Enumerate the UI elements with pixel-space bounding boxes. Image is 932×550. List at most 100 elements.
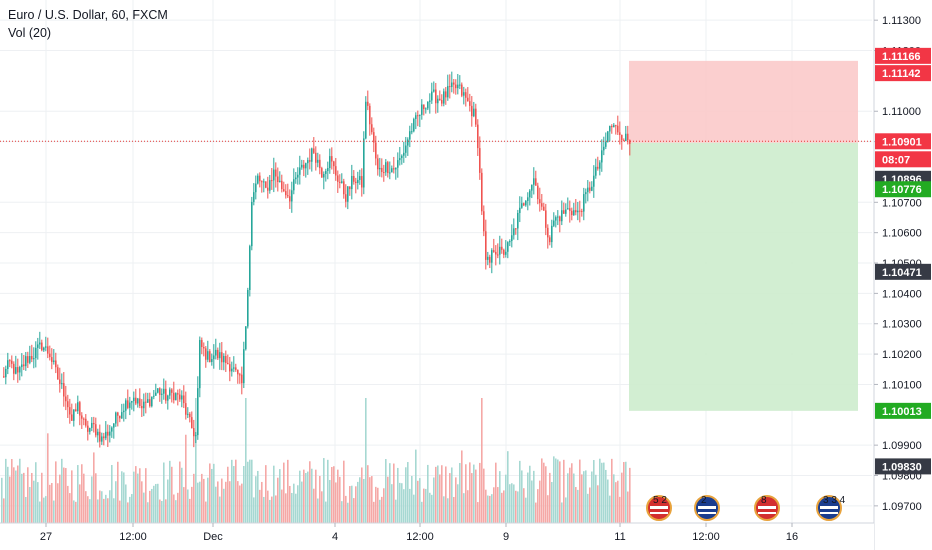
chart-legend: Euro / U.S. Dollar, 60, FXCM Vol (20) — [8, 6, 168, 42]
candle-body — [69, 407, 71, 415]
volume-bar — [335, 482, 337, 523]
candle-body — [583, 194, 585, 212]
eu-flag-icon[interactable]: 2 — [694, 495, 720, 521]
candle-body — [141, 405, 143, 409]
candle-body — [543, 206, 545, 211]
candle-body — [483, 211, 485, 232]
candle-body — [133, 397, 135, 402]
volume-bar — [103, 498, 105, 523]
candle-body — [385, 162, 387, 173]
candle-body — [293, 179, 295, 191]
volume-bar — [107, 498, 109, 523]
volume-bar — [223, 488, 225, 523]
candle-body — [363, 138, 365, 188]
candle-body — [85, 418, 87, 426]
volume-bar — [355, 486, 357, 523]
candle-body — [423, 104, 425, 110]
candle-body — [259, 175, 261, 182]
candle-body — [365, 101, 367, 139]
candle-body — [461, 84, 463, 96]
volume-bar — [567, 473, 569, 523]
volume-bar — [17, 465, 19, 523]
volume-bar — [463, 493, 465, 523]
candlestick-series — [3, 71, 631, 448]
candle-body — [83, 418, 85, 420]
volume-bar — [459, 462, 461, 523]
short-position-tool[interactable] — [629, 60, 858, 411]
candle-body — [169, 389, 171, 396]
candle-body — [403, 152, 405, 156]
candle-body — [37, 344, 39, 348]
volume-bar — [421, 501, 423, 523]
flag-stripe — [758, 506, 776, 509]
volume-bar — [305, 473, 307, 523]
volume-bar — [617, 480, 619, 523]
candle-body — [533, 178, 535, 185]
candle-body — [201, 340, 203, 348]
volume-bar — [125, 484, 127, 523]
volume-bar — [57, 483, 59, 523]
economic-events[interactable]: 5 2 2 8 3 3 4 — [646, 495, 846, 521]
candle-body — [47, 346, 49, 354]
candle-body — [529, 190, 531, 198]
volume-bar — [325, 501, 327, 523]
volume-bar — [367, 465, 369, 523]
candle-body — [357, 179, 359, 183]
candle-body — [311, 148, 313, 162]
candle-body — [111, 427, 113, 432]
volume-bar — [315, 469, 317, 523]
candle-body — [609, 126, 611, 132]
volume-bar — [383, 488, 385, 523]
volume-bar — [215, 486, 217, 523]
volume-bar — [155, 483, 157, 523]
eu-flag-icon[interactable]: 3 3 4 — [816, 495, 846, 521]
candle-body — [399, 158, 401, 161]
volume-bar — [577, 489, 579, 523]
candle-body — [387, 162, 389, 174]
volume-bar — [555, 458, 557, 523]
us-flag-icon[interactable]: 5 2 — [646, 495, 672, 521]
candle-body — [119, 415, 121, 419]
candle-body — [309, 160, 311, 162]
volume-bar — [331, 467, 333, 523]
time-axis[interactable]: 27 12:00 Dec 4 12:00 9 11 12:00 16 — [0, 522, 874, 550]
volume-bar — [301, 481, 303, 523]
candle-body — [419, 114, 421, 116]
volume-bar — [409, 488, 411, 523]
candle-body — [601, 150, 603, 163]
volume-bar — [233, 466, 235, 523]
price-axis[interactable]: 1.113001.112001.110001.109001.107001.106… — [873, 0, 932, 550]
volume-bar — [593, 460, 595, 523]
us-flag-icon[interactable]: 8 — [754, 495, 780, 521]
candle-body — [87, 425, 89, 432]
candle-body — [571, 210, 573, 216]
candle-body — [307, 160, 309, 164]
candle-body — [73, 409, 75, 421]
candle-body — [331, 156, 333, 162]
candle-body — [503, 249, 505, 255]
volume-bar — [565, 497, 567, 523]
symbol-title[interactable]: Euro / U.S. Dollar, 60, FXCM — [8, 8, 168, 22]
candle-body — [455, 84, 457, 89]
volume-bar — [435, 466, 437, 523]
price-badge-bg — [875, 458, 931, 475]
candle-body — [179, 394, 181, 400]
volume-bar — [497, 487, 499, 523]
volume-bar — [587, 493, 589, 523]
candle-body — [231, 368, 233, 372]
candle-body — [409, 131, 411, 140]
volume-bar — [433, 477, 435, 523]
candle-body — [473, 108, 475, 117]
candle-body — [155, 392, 157, 396]
candle-body — [377, 158, 379, 170]
candle-body — [427, 101, 429, 109]
volume-bar — [227, 466, 229, 523]
volume-bar — [473, 464, 475, 523]
volume-bar — [399, 482, 401, 523]
volume-indicator-label[interactable]: Vol (20) — [8, 26, 52, 40]
event-count-label: 3 3 4 — [823, 495, 846, 506]
candle-body — [223, 355, 225, 363]
volume-bar — [351, 485, 353, 523]
price-badge: 1.09830 — [875, 458, 931, 475]
